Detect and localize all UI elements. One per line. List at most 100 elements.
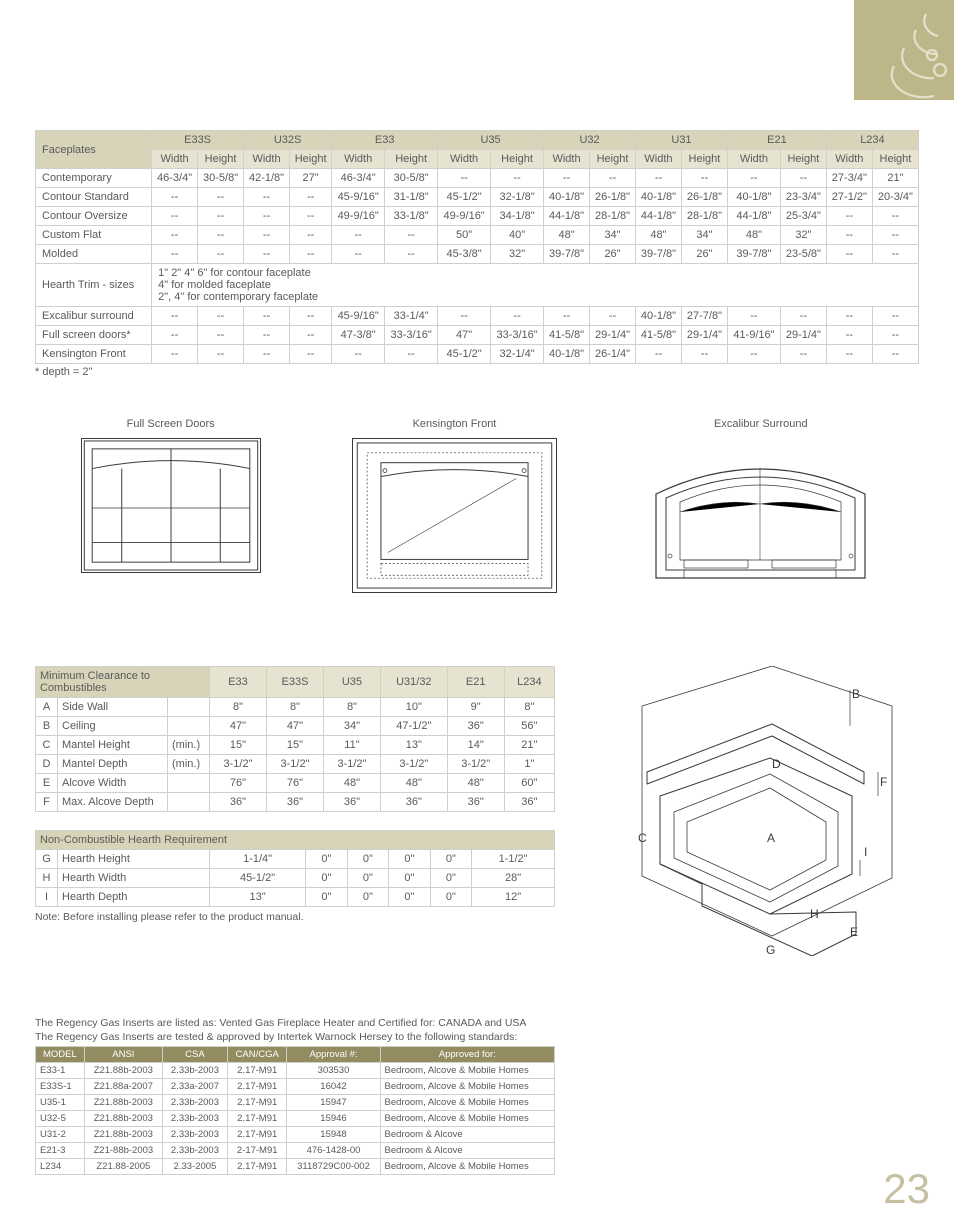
- clearance-val: 47-1/2": [380, 717, 447, 736]
- approval-col: Approved for:: [380, 1047, 554, 1063]
- cell: --: [826, 326, 872, 345]
- approval-cell: Bedroom & Alcove: [380, 1127, 554, 1143]
- cell: 40-1/8": [636, 307, 682, 326]
- cell: 26": [590, 245, 636, 264]
- cell: 49-9/16": [332, 207, 385, 226]
- approvals-intro-1: The Regency Gas Inserts are listed as: V…: [35, 1016, 919, 1030]
- approval-cell: Bedroom, Alcove & Mobile Homes: [380, 1111, 554, 1127]
- corner-decoration: [854, 0, 954, 100]
- subcol-header: Height: [198, 150, 244, 169]
- cell: 30-5/8": [198, 169, 244, 188]
- cell: 33-1/4": [385, 307, 438, 326]
- cell: 47-3/8": [332, 326, 385, 345]
- clearance-val: 3-1/2": [323, 755, 380, 774]
- approval-cell: Bedroom & Alcove: [380, 1143, 554, 1159]
- cell: 45-9/16": [332, 188, 385, 207]
- approval-cell: U35-1: [36, 1095, 85, 1111]
- hearth-val: 0": [306, 850, 347, 869]
- model-header: U35: [438, 131, 544, 150]
- cell: 39-7/8": [727, 245, 780, 264]
- cell: --: [491, 307, 544, 326]
- model-header: U32S: [244, 131, 332, 150]
- fig-caption-fullscreen: Full Screen Doors: [81, 418, 261, 430]
- clearance-val: 15": [266, 736, 323, 755]
- cell: 48": [544, 226, 590, 245]
- page-number: 23: [883, 1165, 930, 1213]
- cell: 44-1/8": [636, 207, 682, 226]
- approval-col: MODEL: [36, 1047, 85, 1063]
- cell: 34-1/8": [491, 207, 544, 226]
- row-label: Molded: [36, 245, 152, 264]
- clearance-val: 48": [380, 774, 447, 793]
- hearth-trim-notes: 1" 2" 4" 6" for contour faceplate4" for …: [152, 264, 919, 307]
- cell: --: [727, 345, 780, 364]
- model-header: E33S: [152, 131, 244, 150]
- cell: 30-5/8": [385, 169, 438, 188]
- cell: 32": [491, 245, 544, 264]
- approvals-intro-2: The Regency Gas Inserts are tested & app…: [35, 1030, 919, 1044]
- hearth-val: 0": [389, 888, 430, 907]
- cell: 27-3/4": [826, 169, 872, 188]
- clearance-val: 13": [380, 736, 447, 755]
- svg-text:D: D: [772, 757, 781, 771]
- cell: --: [332, 245, 385, 264]
- clearance-col: E33: [210, 667, 267, 698]
- cell: --: [385, 345, 438, 364]
- cell: --: [290, 307, 332, 326]
- cell: 40-1/8": [544, 345, 590, 364]
- clearance-val: 8": [504, 698, 554, 717]
- cell: 50": [438, 226, 491, 245]
- model-header: U31: [636, 131, 728, 150]
- clearance-key: C: [36, 736, 58, 755]
- svg-text:I: I: [864, 845, 867, 859]
- cell: --: [491, 169, 544, 188]
- clearance-val: 1": [504, 755, 554, 774]
- cell: 29-1/4": [681, 326, 727, 345]
- clearance-key: F: [36, 793, 58, 812]
- cell: 28-1/8": [590, 207, 636, 226]
- approval-cell: U31-2: [36, 1127, 85, 1143]
- approval-cell: 2.17-M91: [227, 1079, 287, 1095]
- svg-text:B: B: [852, 687, 860, 701]
- approval-col: CSA: [162, 1047, 227, 1063]
- approval-cell: 2.33-2005: [162, 1159, 227, 1175]
- cell: --: [872, 226, 918, 245]
- cell: 44-1/8": [544, 207, 590, 226]
- clearance-col: U31/32: [380, 667, 447, 698]
- approvals-table: MODELANSICSACAN/CGAApproval #:Approved f…: [35, 1046, 555, 1175]
- clearance-val: 36": [210, 793, 267, 812]
- cell: --: [290, 245, 332, 264]
- clearance-sub: (min.): [168, 736, 210, 755]
- hearth-trim-label: Hearth Trim - sizes: [36, 264, 152, 307]
- clearance-val: 11": [323, 736, 380, 755]
- cell: 32-1/4": [491, 345, 544, 364]
- cell: --: [826, 307, 872, 326]
- approval-cell: Bedroom, Alcove & Mobile Homes: [380, 1095, 554, 1111]
- clearance-col: E21: [447, 667, 504, 698]
- faceplates-title: Faceplates: [36, 131, 152, 169]
- approval-cell: 2.17-M91: [227, 1063, 287, 1079]
- approval-cell: Bedroom, Alcove & Mobile Homes: [380, 1063, 554, 1079]
- hearth-key: H: [36, 869, 58, 888]
- approval-cell: 2-17-M91: [227, 1143, 287, 1159]
- approval-cell: Z21.88-2005: [84, 1159, 162, 1175]
- clearance-val: 60": [504, 774, 554, 793]
- clearance-val: 8": [266, 698, 323, 717]
- cell: 26-1/4": [590, 345, 636, 364]
- cell: --: [681, 169, 727, 188]
- subcol-header: Width: [332, 150, 385, 169]
- subcol-header: Height: [681, 150, 727, 169]
- subcol-header: Width: [826, 150, 872, 169]
- approval-cell: E33-1: [36, 1063, 85, 1079]
- svg-text:E: E: [850, 925, 858, 939]
- cell: 27": [290, 169, 332, 188]
- approval-cell: U32-5: [36, 1111, 85, 1127]
- cell: 48": [727, 226, 780, 245]
- subcol-header: Height: [872, 150, 918, 169]
- fig-fullscreen-doors: [81, 438, 261, 573]
- subcol-header: Width: [727, 150, 780, 169]
- hearth-val: 0": [306, 888, 347, 907]
- cell: 40-1/8": [544, 188, 590, 207]
- clearance-val: 48": [323, 774, 380, 793]
- row-label: Contour Oversize: [36, 207, 152, 226]
